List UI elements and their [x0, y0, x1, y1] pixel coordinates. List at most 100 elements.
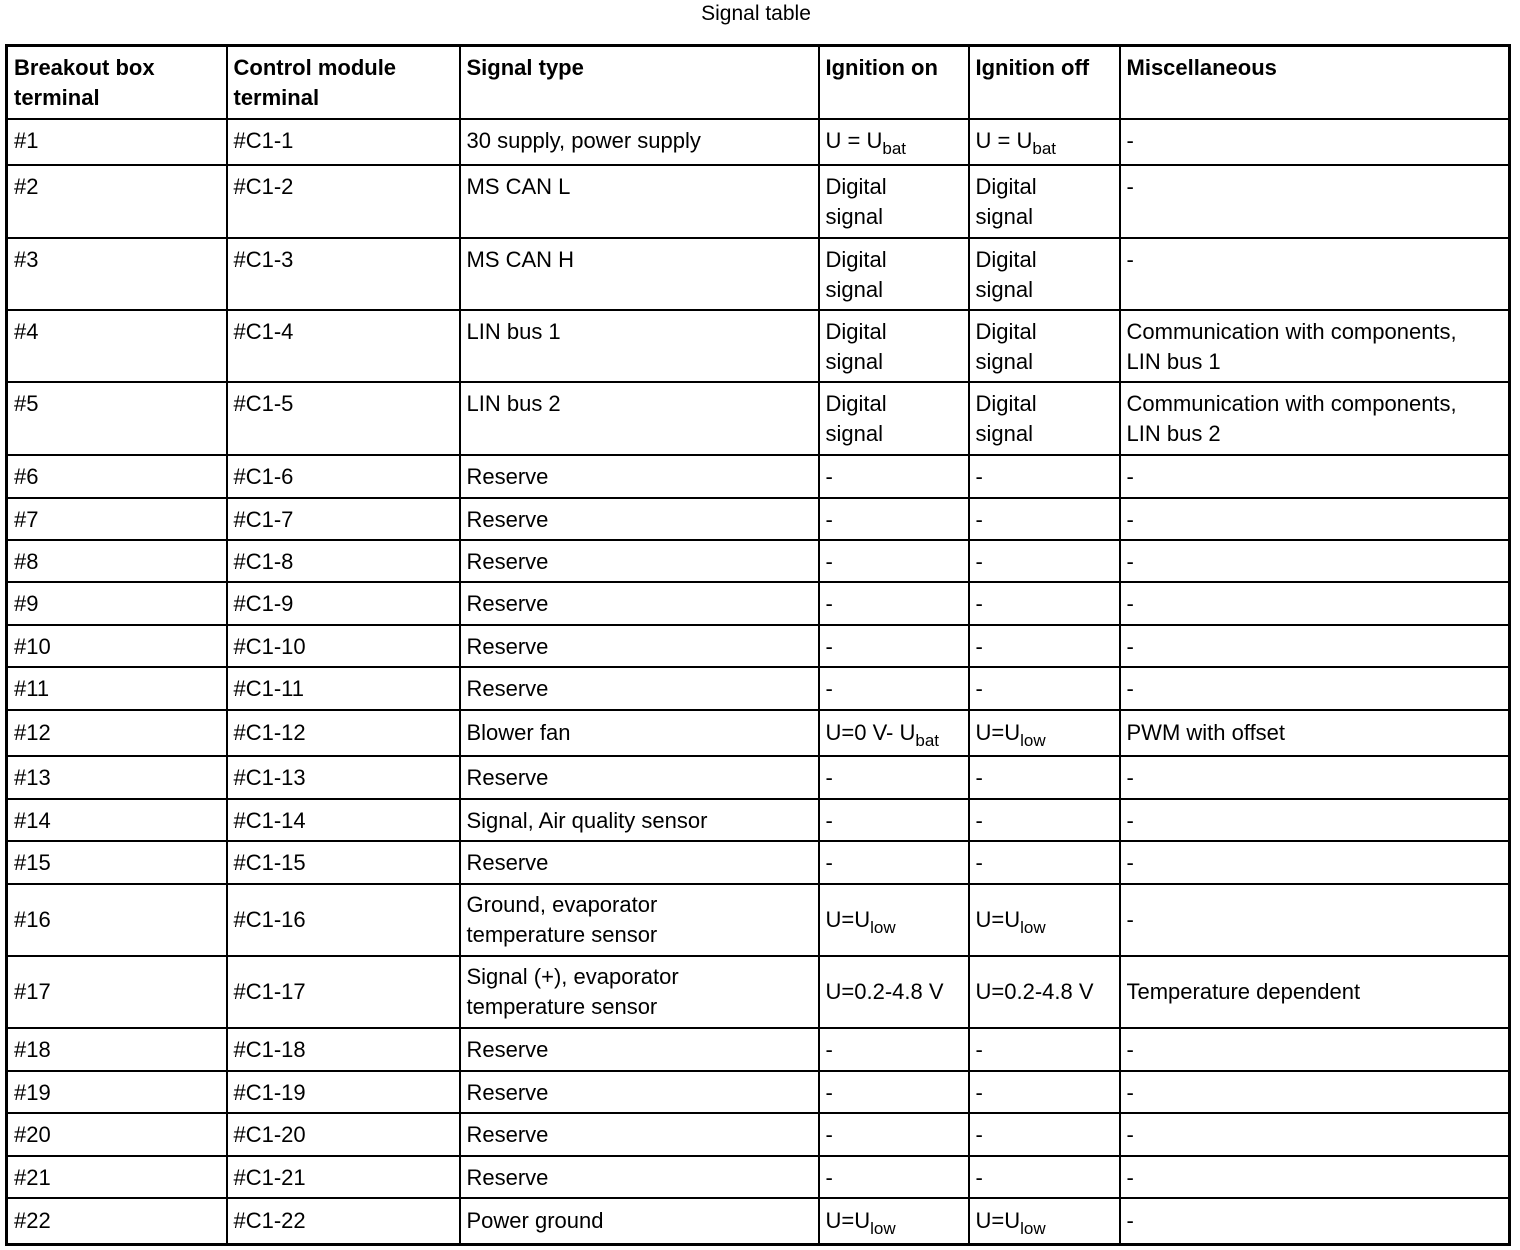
table-row: #3 #C1-3 MS CAN H Digital signal Digital sig… — [5, 236, 1511, 311]
cell-signal-type: Signal (+), evaporator temperature senso… — [458, 954, 820, 1029]
cell-breakout-box-terminal: #18 — [5, 1026, 228, 1072]
table-row: #12 #C1-12 Blower fan U=0 V- Ubat U=Ulow PWM … — [5, 708, 1511, 757]
cell-breakout-box-terminal: #12 — [5, 708, 228, 757]
cell-control-module-terminal: #C1-13 — [225, 754, 461, 800]
cell-ignition-on: U = Ubat — [817, 117, 970, 166]
cell-ignition-on: U=Ulow — [817, 882, 970, 957]
cell-miscellaneous: - — [1118, 797, 1511, 842]
table-row: #16 #C1-16 Ground, evaporator temperature … — [5, 882, 1511, 957]
cell-miscellaneous: - — [1118, 1026, 1511, 1072]
cell-control-module-terminal: #C1-17 — [225, 954, 461, 1029]
cell-breakout-box-terminal: #9 — [5, 580, 228, 626]
cell-signal-type: Reserve — [458, 1026, 820, 1072]
cell-ignition-on: - — [817, 1111, 970, 1157]
table-row: #21 #C1-21 Reserve - - - — [5, 1154, 1511, 1199]
cell-miscellaneous: - — [1118, 1111, 1511, 1157]
cell-breakout-box-terminal: #16 — [5, 882, 228, 957]
table-row: #5 #C1-5 LIN bus 2 Digital signal Digital si… — [5, 380, 1511, 456]
table-row: #6 #C1-6 Reserve - - - — [5, 453, 1511, 499]
cell-signal-type: MS CAN H — [458, 236, 820, 311]
cell-ignition-off: - — [967, 580, 1121, 626]
header-breakout-box-terminal: Breakout box terminal — [5, 44, 228, 120]
cell-control-module-terminal: #C1-19 — [225, 1069, 461, 1114]
table-row: #10 #C1-10 Reserve - - - — [5, 623, 1511, 668]
cell-ignition-off: - — [967, 1026, 1121, 1072]
cell-miscellaneous: - — [1118, 1154, 1511, 1199]
cell-miscellaneous: Communication with components, LIN bus 1 — [1118, 308, 1511, 383]
cell-miscellaneous: Temperature dependent — [1118, 954, 1511, 1029]
cell-signal-type: Reserve — [458, 839, 820, 885]
cell-miscellaneous: - — [1118, 754, 1511, 800]
header-row: Breakout box terminal Control module term… — [5, 44, 1511, 120]
cell-control-module-terminal: #C1-7 — [225, 496, 461, 541]
table-row: #9 #C1-9 Reserve - - - — [5, 580, 1511, 626]
cell-breakout-box-terminal: #7 — [5, 496, 228, 541]
table-row: #1 #C1-1 30 supply, power supply U = Ubat U … — [5, 117, 1511, 166]
cell-ignition-off: Digital signal — [967, 163, 1121, 239]
cell-signal-type: Blower fan — [458, 708, 820, 757]
cell-breakout-box-terminal: #22 — [5, 1196, 228, 1246]
table-row: #4 #C1-4 LIN bus 1 Digital signal Digital si… — [5, 308, 1511, 383]
cell-breakout-box-terminal: #11 — [5, 665, 228, 711]
cell-miscellaneous: - — [1118, 453, 1511, 499]
cell-signal-type: Reserve — [458, 580, 820, 626]
cell-ignition-off: - — [967, 496, 1121, 541]
cell-ignition-on: U=0 V- Ubat — [817, 708, 970, 757]
cell-breakout-box-terminal: #5 — [5, 380, 228, 456]
value-text: U=U — [975, 906, 1021, 932]
value-subscript: bat — [915, 730, 940, 750]
cell-breakout-box-terminal: #14 — [5, 797, 228, 842]
cell-signal-type: Reserve — [458, 623, 820, 668]
cell-signal-type: Reserve — [458, 1154, 820, 1199]
cell-signal-type: Reserve — [458, 453, 820, 499]
cell-breakout-box-terminal: #2 — [5, 163, 228, 239]
cell-ignition-off: U=Ulow — [967, 1196, 1121, 1246]
value-subscript: low — [1020, 917, 1046, 937]
cell-control-module-terminal: #C1-6 — [225, 453, 461, 499]
cell-breakout-box-terminal: #6 — [5, 453, 228, 499]
value-subscript: bat — [882, 138, 906, 158]
table-row: #19 #C1-19 Reserve - - - — [5, 1069, 1511, 1114]
cell-signal-type: Signal, Air quality sensor — [458, 797, 820, 842]
value-subscript: low — [870, 917, 896, 937]
cell-ignition-off: - — [967, 839, 1121, 885]
cell-control-module-terminal: #C1-10 — [225, 623, 461, 668]
cell-miscellaneous: - — [1118, 1196, 1511, 1246]
table-title: Signal table — [701, 2, 811, 25]
cell-miscellaneous: - — [1118, 665, 1511, 711]
table-row: #11 #C1-11 Reserve - - - — [5, 665, 1511, 711]
cell-breakout-box-terminal: #1 — [5, 117, 228, 166]
signal-table: Breakout box terminal Control module term… — [5, 44, 1511, 1246]
header-ignition-on: Ignition on — [817, 44, 970, 120]
table-row: #22 #C1-22 Power ground U=Ulow U=Ulow - — [5, 1196, 1511, 1246]
cell-control-module-terminal: #C1-8 — [225, 538, 461, 583]
cell-ignition-on: - — [817, 1154, 970, 1199]
table-row: #20 #C1-20 Reserve - - - — [5, 1111, 1511, 1157]
cell-miscellaneous: - — [1118, 882, 1511, 957]
cell-ignition-on: - — [817, 1069, 970, 1114]
table-row: #17 #C1-17 Signal (+), evaporator temperat… — [5, 954, 1511, 1029]
cell-control-module-terminal: #C1-20 — [225, 1111, 461, 1157]
cell-ignition-off: - — [967, 797, 1121, 842]
cell-control-module-terminal: #C1-22 — [225, 1196, 461, 1246]
cell-ignition-on: Digital signal — [817, 163, 970, 239]
cell-miscellaneous: - — [1118, 623, 1511, 668]
cell-control-module-terminal: #C1-4 — [225, 308, 461, 383]
cell-control-module-terminal: #C1-12 — [225, 708, 461, 757]
cell-ignition-on: U=0.2-4.8 V — [817, 954, 970, 1029]
cell-ignition-on: - — [817, 623, 970, 668]
cell-breakout-box-terminal: #3 — [5, 236, 228, 311]
header-signal-type: Signal type — [458, 44, 820, 120]
table-row: #7 #C1-7 Reserve - - - — [5, 496, 1511, 541]
cell-control-module-terminal: #C1-1 — [225, 117, 461, 166]
value-text: U=U — [975, 1207, 1021, 1233]
cell-miscellaneous: - — [1118, 839, 1511, 885]
cell-ignition-off: U=Ulow — [967, 708, 1121, 757]
cell-ignition-off: - — [967, 453, 1121, 499]
cell-breakout-box-terminal: #19 — [5, 1069, 228, 1114]
cell-control-module-terminal: #C1-9 — [225, 580, 461, 626]
cell-ignition-off: - — [967, 538, 1121, 583]
cell-ignition-on: Digital signal — [817, 308, 970, 383]
cell-miscellaneous: PWM with offset — [1118, 708, 1511, 757]
cell-signal-type: MS CAN L — [458, 163, 820, 239]
